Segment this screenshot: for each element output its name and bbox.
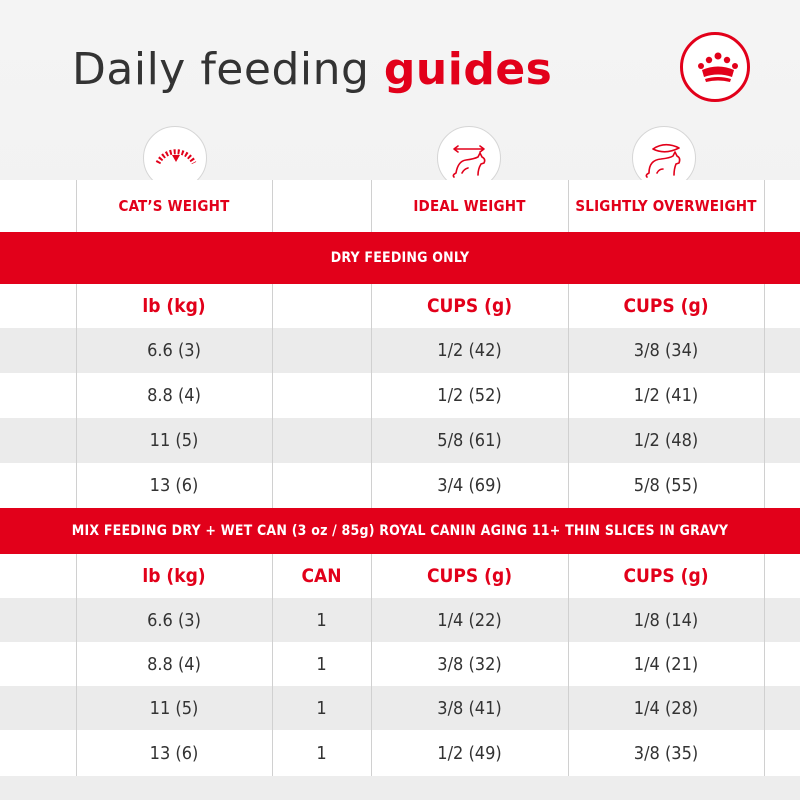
mix-overweight-cell: 1/4 (28) <box>633 697 699 719</box>
mix-weight-cell: 6.6 (3) <box>147 609 201 631</box>
dry-units-row: lb (kg) CUPS (g) CUPS (g) <box>0 284 800 328</box>
mix-unit-weight: lb (kg) <box>142 565 206 587</box>
dry-weight-cell: 6.6 (3) <box>147 340 201 361</box>
dry-overweight-cell: 1/2 (48) <box>633 430 699 451</box>
table-row: 6.6 (3) 1 1/4 (22) 1/8 (14) <box>0 598 800 642</box>
mix-feeding-banner-text: MIX FEEDING DRY + WET CAN (3 oz / 85g) R… <box>71 523 729 539</box>
dry-unit-overweight: CUPS (g) <box>623 295 709 317</box>
mix-weight-cell: 13 (6) <box>149 742 199 764</box>
scale-icon <box>143 126 207 190</box>
crown-logo-icon <box>680 32 750 102</box>
dry-ideal-cell: 1/2 (42) <box>437 340 502 361</box>
mix-unit-overweight: CUPS (g) <box>623 565 709 587</box>
mix-weight-cell: 11 (5) <box>149 697 199 719</box>
table-row: 11 (5) 1 3/8 (41) 1/4 (28) <box>0 686 800 730</box>
dry-ideal-cell: 3/4 (69) <box>437 475 502 496</box>
mix-can-cell: 1 <box>316 653 327 675</box>
mix-ideal-cell: 1/2 (49) <box>437 742 502 764</box>
mix-overweight-cell: 1/4 (21) <box>633 653 699 675</box>
dry-unit-weight: lb (kg) <box>142 295 206 317</box>
dry-weight-cell: 11 (5) <box>149 430 199 451</box>
column-header-overweight: SLIGHTLY OVERWEIGHT <box>575 197 757 215</box>
table-row: 8.8 (4) 1 3/8 (32) 1/4 (21) <box>0 642 800 686</box>
dry-overweight-cell: 3/8 (34) <box>633 340 699 361</box>
mix-can-cell: 1 <box>316 742 327 764</box>
mix-unit-can: CAN <box>301 565 342 587</box>
mix-overweight-cell: 3/8 (35) <box>633 742 699 764</box>
mix-can-cell: 1 <box>316 697 327 719</box>
dry-ideal-cell: 1/2 (52) <box>437 385 502 406</box>
mix-weight-cell: 8.8 (4) <box>147 653 201 675</box>
title-prefix: Daily feeding <box>72 44 370 95</box>
dry-overweight-cell: 5/8 (55) <box>633 475 699 496</box>
table-row: 13 (6) 1 1/2 (49) 3/8 (35) <box>0 730 800 776</box>
mix-ideal-cell: 1/4 (22) <box>437 609 502 631</box>
mix-unit-ideal: CUPS (g) <box>426 565 513 587</box>
mix-units-row: lb (kg) CAN CUPS (g) CUPS (g) <box>0 554 800 598</box>
column-header-weight: CAT’S WEIGHT <box>118 197 230 215</box>
table-row: 8.8 (4) 1/2 (52) 1/2 (41) <box>0 373 800 418</box>
column-header-row: CAT’S WEIGHT IDEAL WEIGHT SLIGHTLY OVERW… <box>0 180 800 232</box>
table-row: 11 (5) 5/8 (61) 1/2 (48) <box>0 418 800 463</box>
table-row: 13 (6) 3/4 (69) 5/8 (55) <box>0 463 800 508</box>
mix-can-cell: 1 <box>316 609 327 631</box>
column-header-ideal: IDEAL WEIGHT <box>413 197 526 215</box>
mix-ideal-cell: 3/8 (32) <box>437 653 502 675</box>
table-row: 6.6 (3) 1/2 (42) 3/8 (34) <box>0 328 800 373</box>
title-accent: guides <box>383 44 553 95</box>
dry-overweight-cell: 1/2 (41) <box>633 385 699 406</box>
dry-feeding-banner-text: DRY FEEDING ONLY <box>330 250 470 266</box>
mix-feeding-banner: MIX FEEDING DRY + WET CAN (3 oz / 85g) R… <box>0 508 800 554</box>
page-title: Daily feeding guides <box>72 40 552 100</box>
dry-feeding-banner: DRY FEEDING ONLY <box>0 232 800 284</box>
ideal-weight-cat-icon <box>437 126 501 190</box>
dry-ideal-cell: 5/8 (61) <box>437 430 502 451</box>
overweight-cat-icon <box>632 126 696 190</box>
dry-weight-cell: 8.8 (4) <box>147 385 201 406</box>
mix-overweight-cell: 1/8 (14) <box>633 609 699 631</box>
dry-weight-cell: 13 (6) <box>149 475 199 496</box>
mix-ideal-cell: 3/8 (41) <box>437 697 502 719</box>
dry-unit-ideal: CUPS (g) <box>426 295 513 317</box>
